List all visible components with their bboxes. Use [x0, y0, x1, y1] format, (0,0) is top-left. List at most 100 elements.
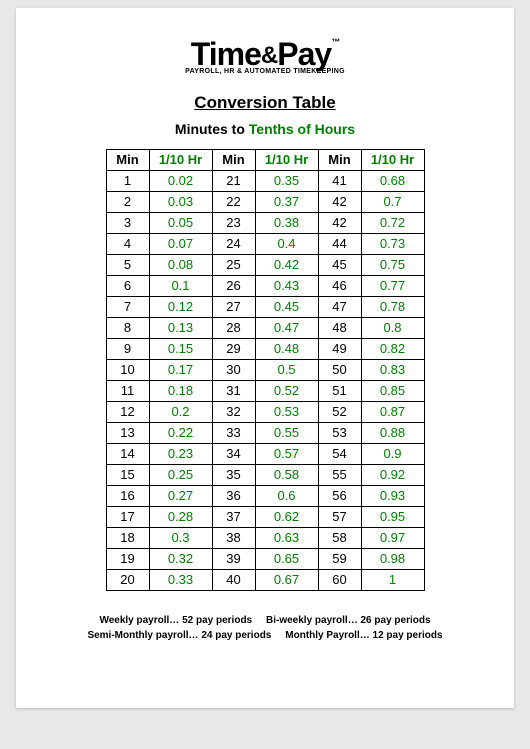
cell-minutes: 4	[106, 234, 149, 255]
table-row: 90.15290.48490.82	[106, 339, 424, 360]
cell-tenths: 0.18	[149, 381, 212, 402]
cell-tenths: 0.35	[255, 171, 318, 192]
table-row: 110.18310.52510.85	[106, 381, 424, 402]
cell-tenths: 0.03	[149, 192, 212, 213]
cell-minutes: 37	[212, 507, 255, 528]
trademark-icon: ™	[331, 37, 339, 47]
cell-minutes: 48	[318, 318, 361, 339]
cell-minutes: 41	[318, 171, 361, 192]
cell-tenths: 0.12	[149, 297, 212, 318]
cell-tenths: 0.05	[149, 213, 212, 234]
cell-minutes: 39	[212, 549, 255, 570]
subtitle-prefix: Minutes to	[175, 121, 249, 137]
cell-minutes: 55	[318, 465, 361, 486]
cell-minutes: 36	[212, 486, 255, 507]
cell-minutes: 1	[106, 171, 149, 192]
cell-tenths: 0.65	[255, 549, 318, 570]
cell-tenths: 1	[361, 570, 424, 591]
cell-minutes: 12	[106, 402, 149, 423]
cell-minutes: 2	[106, 192, 149, 213]
cell-minutes: 54	[318, 444, 361, 465]
cell-minutes: 33	[212, 423, 255, 444]
cell-minutes: 8	[106, 318, 149, 339]
cell-tenths: 0.13	[149, 318, 212, 339]
cell-tenths: 0.98	[361, 549, 424, 570]
cell-tenths: 0.15	[149, 339, 212, 360]
cell-tenths: 0.47	[255, 318, 318, 339]
table-row: 60.1260.43460.77	[106, 276, 424, 297]
cell-tenths: 0.77	[361, 276, 424, 297]
table-row: 40.07240.4440.73	[106, 234, 424, 255]
footer-monthly: Monthly Payroll… 12 pay periods	[285, 630, 442, 641]
cell-tenths: 0.22	[149, 423, 212, 444]
cell-minutes: 3	[106, 213, 149, 234]
cell-tenths: 0.7	[361, 192, 424, 213]
cell-tenths: 0.67	[255, 570, 318, 591]
cell-tenths: 0.1	[149, 276, 212, 297]
page-title: Conversion Table	[46, 93, 484, 113]
document-page: Time&Pay™ PAYROLL, HR & AUTOMATED TIMEKE…	[16, 8, 514, 708]
cell-minutes: 16	[106, 486, 149, 507]
cell-minutes: 38	[212, 528, 255, 549]
cell-minutes: 60	[318, 570, 361, 591]
cell-tenths: 0.63	[255, 528, 318, 549]
cell-minutes: 52	[318, 402, 361, 423]
cell-tenths: 0.45	[255, 297, 318, 318]
col-header-min: Min	[212, 150, 255, 171]
cell-minutes: 11	[106, 381, 149, 402]
cell-tenths: 0.73	[361, 234, 424, 255]
cell-minutes: 20	[106, 570, 149, 591]
cell-minutes: 46	[318, 276, 361, 297]
cell-tenths: 0.6	[255, 486, 318, 507]
col-header-min: Min	[106, 150, 149, 171]
table-row: 140.23340.57540.9	[106, 444, 424, 465]
page-subtitle: Minutes to Tenths of Hours	[46, 121, 484, 137]
cell-minutes: 9	[106, 339, 149, 360]
cell-tenths: 0.68	[361, 171, 424, 192]
table-row: 160.27360.6560.93	[106, 486, 424, 507]
cell-tenths: 0.57	[255, 444, 318, 465]
cell-tenths: 0.2	[149, 402, 212, 423]
cell-tenths: 0.8	[361, 318, 424, 339]
table-row: 150.25350.58550.92	[106, 465, 424, 486]
table-row: 100.17300.5500.83	[106, 360, 424, 381]
cell-tenths: 0.42	[255, 255, 318, 276]
table-row: 20.03220.37420.7	[106, 192, 424, 213]
table-header-row: Min 1/10 Hr Min 1/10 Hr Min 1/10 Hr	[106, 150, 424, 171]
col-header-hr: 1/10 Hr	[361, 150, 424, 171]
cell-tenths: 0.92	[361, 465, 424, 486]
cell-minutes: 32	[212, 402, 255, 423]
cell-tenths: 0.23	[149, 444, 212, 465]
cell-minutes: 34	[212, 444, 255, 465]
table-row: 10.02210.35410.68	[106, 171, 424, 192]
cell-tenths: 0.93	[361, 486, 424, 507]
cell-tenths: 0.52	[255, 381, 318, 402]
cell-minutes: 21	[212, 171, 255, 192]
cell-tenths: 0.3	[149, 528, 212, 549]
footer-biweekly: Bi-weekly payroll… 26 pay periods	[266, 615, 431, 626]
cell-tenths: 0.28	[149, 507, 212, 528]
table-row: 70.12270.45470.78	[106, 297, 424, 318]
cell-minutes: 17	[106, 507, 149, 528]
cell-tenths: 0.75	[361, 255, 424, 276]
cell-tenths: 0.97	[361, 528, 424, 549]
cell-minutes: 50	[318, 360, 361, 381]
cell-tenths: 0.08	[149, 255, 212, 276]
footer-notes: Weekly payroll… 52 pay periods Bi-weekly…	[46, 613, 484, 643]
cell-tenths: 0.72	[361, 213, 424, 234]
cell-minutes: 18	[106, 528, 149, 549]
cell-minutes: 14	[106, 444, 149, 465]
subtitle-highlight: Tenths of Hours	[249, 121, 355, 137]
cell-minutes: 59	[318, 549, 361, 570]
cell-minutes: 44	[318, 234, 361, 255]
cell-minutes: 19	[106, 549, 149, 570]
cell-minutes: 49	[318, 339, 361, 360]
cell-tenths: 0.43	[255, 276, 318, 297]
col-header-min: Min	[318, 150, 361, 171]
cell-minutes: 10	[106, 360, 149, 381]
table-row: 80.13280.47480.8	[106, 318, 424, 339]
cell-minutes: 26	[212, 276, 255, 297]
cell-tenths: 0.37	[255, 192, 318, 213]
cell-tenths: 0.5	[255, 360, 318, 381]
logo-tagline: PAYROLL, HR & AUTOMATED TIMEKEEPING	[46, 68, 484, 75]
